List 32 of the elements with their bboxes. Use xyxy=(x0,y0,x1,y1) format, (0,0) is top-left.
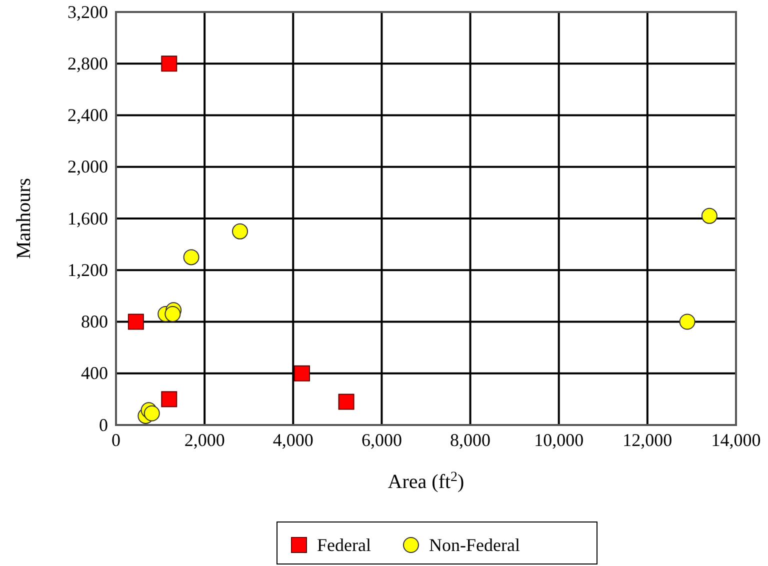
legend-label: Non-Federal xyxy=(428,535,520,555)
x-axis-title: Area (ft$^{2}$) xyxy=(388,470,464,493)
x-tick-label: 14,000 xyxy=(711,430,761,450)
point xyxy=(679,314,696,330)
y-axis-title: Manhours xyxy=(13,178,35,260)
point xyxy=(701,208,718,224)
y-tick-label: 2,400 xyxy=(68,105,108,126)
x-tick-label: 12,000 xyxy=(622,430,672,450)
point xyxy=(144,405,160,422)
x-tick-label: 2,000 xyxy=(184,430,225,450)
point xyxy=(294,365,310,382)
point xyxy=(161,391,178,408)
y-tick-label: 2,800 xyxy=(68,53,108,74)
y-tick-label: 800 xyxy=(81,312,108,332)
y-tick-label: 400 xyxy=(81,363,108,384)
y-tick-label: 1,200 xyxy=(68,260,108,280)
point xyxy=(164,306,181,322)
legend-label: Federal xyxy=(317,535,371,555)
x-tick-label: 6,000 xyxy=(361,430,402,450)
y-tick-label: 0 xyxy=(99,414,108,435)
point xyxy=(338,394,354,410)
y-tick-label: 1,600 xyxy=(68,208,108,228)
x-tick-label: 4,000 xyxy=(272,430,314,450)
point xyxy=(183,249,200,266)
x-tick-label: 0 xyxy=(112,430,120,450)
x-tick-label: 10,000 xyxy=(534,430,584,450)
y-tick-label: 2,000 xyxy=(68,156,108,177)
y-tick-label: 3,200 xyxy=(68,2,108,22)
point xyxy=(232,223,248,240)
point xyxy=(128,314,144,330)
x-tick-label: 8,000 xyxy=(450,430,491,450)
point xyxy=(161,56,178,72)
